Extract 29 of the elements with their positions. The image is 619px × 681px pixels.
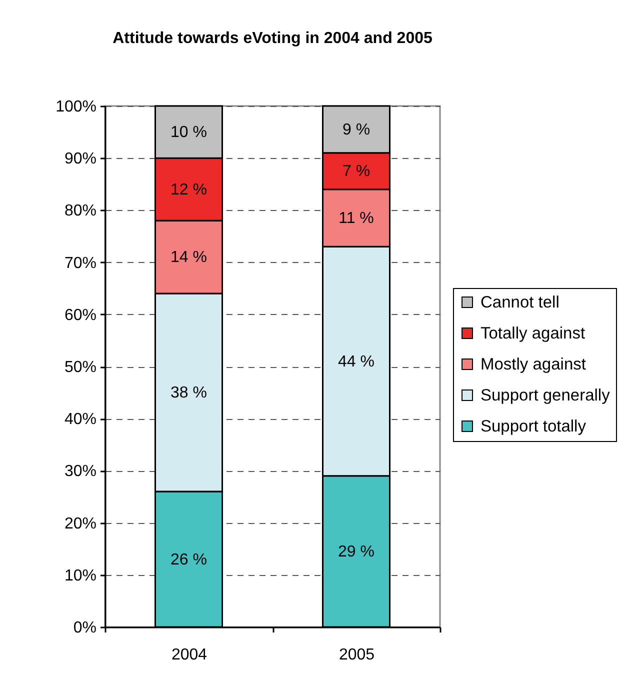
data-label: 44 % — [338, 353, 374, 370]
legend-label: Support totally — [480, 417, 587, 436]
y-tick-label: 50% — [64, 359, 96, 376]
data-label: 26 % — [170, 551, 207, 568]
chart-title: Attitude towards eVoting in 2004 and 2005 — [112, 30, 432, 47]
x-tick-label: 2005 — [338, 646, 375, 664]
data-label: 7 % — [342, 163, 370, 180]
y-tick-label: 90% — [64, 150, 96, 168]
legend-label: Support generally — [480, 386, 611, 404]
y-tick-label: 0% — [73, 620, 96, 636]
legend-label: Mostly against — [480, 355, 586, 374]
legend-label: Totally against — [480, 324, 586, 342]
x-tick-label: 2004 — [171, 646, 208, 664]
legend-label: Cannot tell — [480, 293, 560, 312]
data-label: 11 % — [338, 210, 374, 228]
y-tick-label: 20% — [64, 515, 96, 532]
y-tick-label: 10% — [64, 567, 96, 584]
data-label: 9 % — [342, 121, 370, 138]
y-tick-label: 100% — [56, 98, 96, 116]
data-label: 38 % — [170, 384, 207, 402]
y-tick-label: 70% — [64, 254, 96, 272]
data-label: 14 % — [170, 249, 207, 266]
data-label: 10 % — [170, 124, 207, 142]
data-label: 12 % — [170, 181, 207, 198]
y-tick-label: 40% — [64, 411, 96, 428]
data-label: 29 % — [338, 543, 374, 560]
y-tick-label: 60% — [64, 306, 96, 324]
y-tick-label: 30% — [64, 463, 96, 480]
y-tick-label: 80% — [64, 202, 96, 220]
